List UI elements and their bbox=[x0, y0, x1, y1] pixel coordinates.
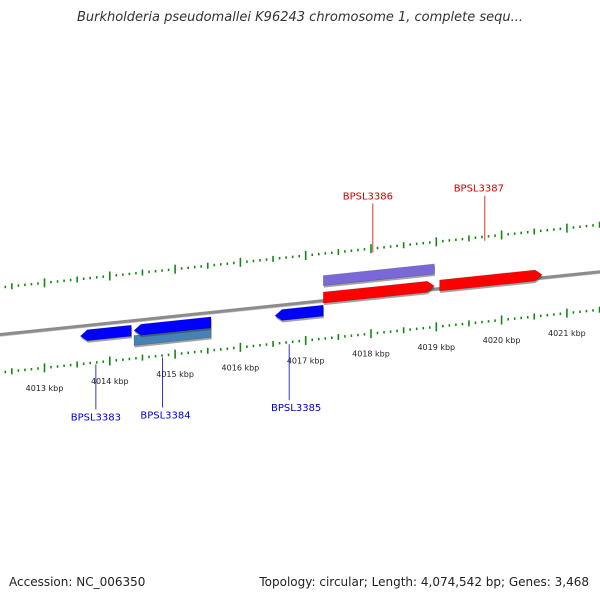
tick-layer bbox=[4, 221, 600, 375]
scale-tick-label: 4015 kbp bbox=[156, 370, 194, 379]
gene-arrow-bpsl3387[interactable] bbox=[439, 269, 543, 292]
gene-layer bbox=[79, 269, 543, 343]
scale-tick-label: 4020 kbp bbox=[483, 336, 521, 345]
scale-tick-label: 4018 kbp bbox=[352, 350, 390, 359]
label-layer: 4013 kbp 4014 kbp 4015 kbp 4016 kbp 4017 kbp… bbox=[26, 184, 586, 424]
scale-tick-label: 4013 kbp bbox=[26, 384, 64, 393]
scale-tick-label: 4016 kbp bbox=[222, 363, 260, 372]
feature-layer bbox=[133, 263, 435, 348]
gene-label-bpsl3384[interactable]: BPSL3384 bbox=[140, 410, 190, 421]
cds-feature-forward[interactable] bbox=[322, 263, 435, 286]
scale-tick-label: 4021 kbp bbox=[548, 329, 586, 338]
gene-arrow-bpsl3383[interactable] bbox=[79, 324, 132, 342]
sequence-title: Burkholderia pseudomallei K96243 chromos… bbox=[76, 10, 524, 25]
gene-label-bpsl3386[interactable]: BPSL3386 bbox=[343, 191, 393, 202]
gene-arrow-bpsl3385[interactable] bbox=[274, 304, 324, 321]
genome-summary-text: Topology: circular; Length: 4,074,542 bp… bbox=[259, 575, 589, 589]
gene-arrow-bpsl3386[interactable] bbox=[322, 280, 435, 304]
gene-label-bpsl3385[interactable]: BPSL3385 bbox=[271, 403, 321, 414]
gene-label-bpsl3383[interactable]: BPSL3383 bbox=[71, 412, 121, 423]
scale-tick-label: 4019 kbp bbox=[417, 343, 455, 352]
scale-tick-label: 4014 kbp bbox=[91, 377, 129, 386]
gene-arrow-bpsl3384[interactable] bbox=[133, 316, 212, 336]
scale-tick-label: 4017 kbp bbox=[287, 356, 325, 365]
gene-label-bpsl3387[interactable]: BPSL3387 bbox=[454, 184, 504, 195]
accession-text: Accession: NC_006350 bbox=[9, 575, 146, 589]
